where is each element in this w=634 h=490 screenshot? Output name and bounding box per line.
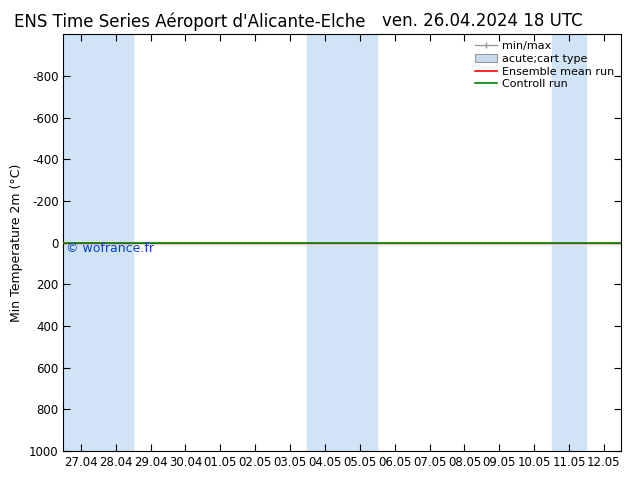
- Legend: min/max, acute;cart type, Ensemble mean run, Controll run: min/max, acute;cart type, Ensemble mean …: [470, 37, 619, 94]
- Text: ENS Time Series Aéroport d'Alicante-Elche: ENS Time Series Aéroport d'Alicante-Elch…: [15, 12, 366, 31]
- Bar: [342, 34, 377, 451]
- Bar: [307, 34, 342, 451]
- Bar: [63, 34, 98, 451]
- Text: ven. 26.04.2024 18 UTC: ven. 26.04.2024 18 UTC: [382, 12, 582, 30]
- Text: © wofrance.fr: © wofrance.fr: [66, 242, 154, 255]
- Bar: [552, 34, 586, 451]
- Y-axis label: Min Temperature 2m (°C): Min Temperature 2m (°C): [10, 163, 23, 322]
- Bar: [98, 34, 133, 451]
